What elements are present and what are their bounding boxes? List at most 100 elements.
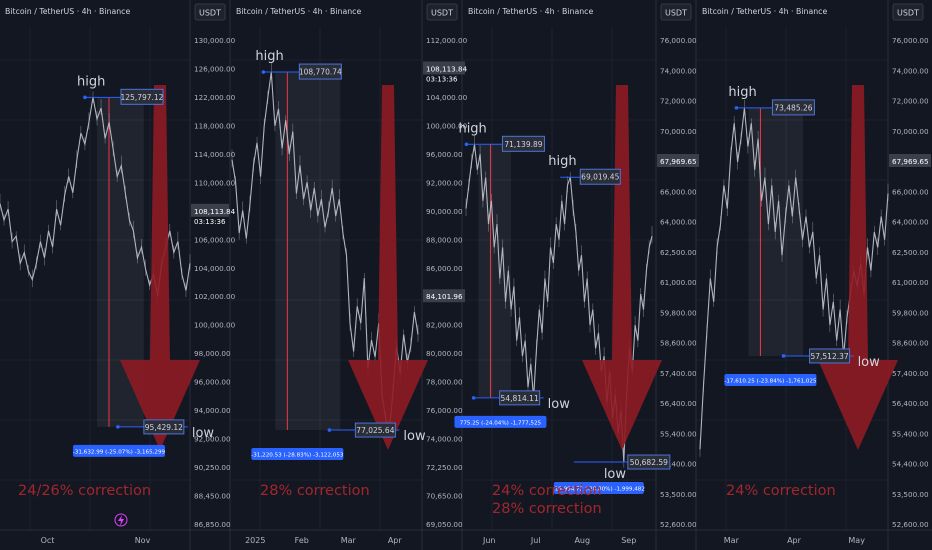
time-tick-label: Sep	[621, 536, 636, 545]
high-value-label: 125,797.12	[121, 93, 164, 102]
correction-annotation: 28% correction	[260, 483, 370, 499]
countdown-label: 03:13:36	[194, 218, 226, 226]
chart-1-content: Bitcoin / TetherUS · 4h · Binance 125,797…	[0, 7, 214, 545]
usdt-badge-box	[660, 3, 692, 21]
usdt-badge: USDT	[660, 3, 692, 21]
low-marker-dot	[781, 354, 786, 358]
price-tick-label: 66,000.00	[660, 187, 697, 196]
correction-annotation: 24/26% correction	[18, 483, 151, 499]
lightning-icon-bolt	[118, 515, 124, 526]
price-axis-4: USDT 76,000.00 74,000.00 72,000.00 70,000.00…	[889, 3, 931, 529]
price-tick-label: 110,000.00	[194, 178, 236, 187]
correction-annotation: 24% correction	[492, 483, 602, 499]
usdt-badge: USDT	[426, 3, 458, 21]
price-tick-label: 70,650.00	[426, 492, 463, 501]
price-tick-label: 56,400.00	[892, 399, 929, 408]
price-tick-label: 90,250.00	[194, 463, 231, 472]
price-tick-label: 76,000.00	[892, 36, 929, 45]
price-tick-label: 64,000.00	[892, 218, 929, 227]
low-value-box	[143, 419, 185, 435]
low-value-box	[354, 422, 396, 438]
price-tick-label: 104,000.00	[426, 93, 468, 102]
high-value-box	[120, 88, 164, 105]
chart-title: Bitcoin / TetherUS · 4h · Binance	[702, 7, 827, 16]
low-label: low	[858, 355, 881, 370]
chart-2-content: Bitcoin / TetherUS · 4h · Binance 108,770…	[231, 7, 428, 545]
price-tick-label: 52,600.00	[660, 520, 697, 529]
measure-text: 775.25 (-24.04%) -1,777,525	[460, 420, 542, 426]
down-arrow	[120, 85, 200, 450]
time-tick-label: Jul	[530, 536, 541, 545]
measure2-box	[553, 482, 644, 495]
price-axis-1: USDT 130,000.00 126,000.00 122,000.00 118,00…	[191, 3, 236, 529]
price-tick-label: 98,000.00	[194, 349, 231, 358]
high2-value-label: 69,019.45	[581, 173, 619, 182]
high-value-label: 71,139.89	[504, 140, 542, 149]
time-tick-label: Apr	[787, 536, 802, 545]
chart-panel-3	[462, 28, 656, 530]
price-tick-label: 52,600.00	[892, 520, 929, 529]
chart-3-content: Bitcoin / TetherUS · 4h · Binance 71,139.…	[454, 7, 671, 545]
chart-4-content: Bitcoin / TetherUS · 4h · Binance 73,485.…	[699, 7, 898, 545]
high-value-box	[298, 63, 342, 80]
down-arrow	[348, 85, 428, 450]
time-tick-label: May	[848, 536, 865, 545]
low-label: low	[548, 397, 571, 412]
price-tick-label: 96,000.00	[194, 378, 231, 387]
high-marker-dot	[261, 70, 266, 74]
price-tick-label: 118,000.00	[194, 121, 236, 130]
price-tick-label: 76,000.00	[426, 406, 463, 415]
price-tick-label: 58,600.00	[660, 339, 697, 348]
high-label: high	[255, 49, 283, 64]
low2-label: low	[604, 467, 627, 482]
price-tick-label: 59,800.00	[892, 308, 929, 317]
current-price-tag	[423, 61, 465, 75]
price-tick-label: 72,000.00	[660, 97, 697, 106]
price-tick-label: 61,000.00	[660, 278, 697, 287]
high-label: high	[728, 85, 756, 100]
price-tick-label: 106,000.00	[194, 235, 236, 244]
price-tick-label: 130,000.00	[194, 36, 236, 45]
price-tick-label: 74,000.00	[426, 435, 463, 444]
price-tick-label: 100,000.00	[194, 321, 236, 330]
low-value-label: 57,512.37	[810, 352, 848, 361]
price-tick-label: 56,400.00	[660, 399, 697, 408]
price-tick-label: 112,000.00	[426, 36, 468, 45]
usdt-badge-box	[892, 3, 924, 21]
usdt-badge-box	[194, 3, 226, 21]
low-value-label: 54,814.11	[501, 394, 539, 403]
price-tick-label: 126,000.00	[194, 64, 236, 73]
low-marker-dot	[471, 396, 476, 400]
usdt-badge-label: USDT	[897, 9, 919, 18]
price-tick-label: 53,500.00	[660, 490, 697, 499]
price-tick-label: 74,000.00	[660, 66, 697, 75]
low-value-label: 77,025.64	[356, 426, 394, 435]
chart-title: Bitcoin / TetherUS · 4h · Binance	[236, 7, 361, 16]
price-tick-label: 82,000.00	[426, 321, 463, 330]
high-label: high	[458, 121, 486, 136]
time-tick-label: Feb	[295, 536, 309, 545]
price-tick-label: 92,000.00	[426, 178, 463, 187]
high-value-label: 108,770.74	[299, 68, 342, 77]
high2-label: high	[548, 154, 576, 169]
price-tick-label: 74,000.00	[892, 66, 929, 75]
countdown-label: 03:13:36	[426, 75, 458, 83]
current-price-tag	[423, 289, 465, 303]
low-marker-dot	[327, 428, 332, 432]
time-tick-label: 2025	[245, 536, 265, 545]
high-value-label: 73,485.26	[774, 103, 812, 112]
price-tick-label: 61,000.00	[892, 278, 929, 287]
price-tick-label: 55,400.00	[660, 429, 697, 438]
usdt-badge-box	[426, 3, 458, 21]
current-price-tag	[191, 203, 229, 217]
time-tick-label: Oct	[41, 536, 55, 545]
price-tick-label: 69,050.00	[426, 520, 463, 529]
measure-zone	[478, 144, 512, 398]
high-marker-dot	[734, 106, 739, 110]
current-price-tag	[657, 154, 699, 167]
price-tick-label: 88,450.00	[194, 492, 231, 501]
price-tick-label: 94,000.00	[194, 406, 231, 415]
price-tick-label: 55,400.00	[892, 429, 929, 438]
price-tick-label: 62,500.00	[660, 248, 697, 257]
